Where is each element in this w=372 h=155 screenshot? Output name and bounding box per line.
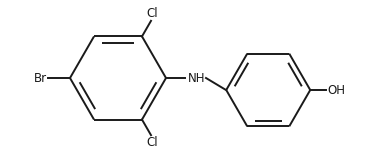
Text: NH: NH	[188, 71, 205, 84]
Text: Cl: Cl	[146, 7, 158, 20]
Text: Br: Br	[34, 71, 47, 84]
Text: Cl: Cl	[146, 136, 158, 149]
Text: OH: OH	[327, 84, 345, 97]
